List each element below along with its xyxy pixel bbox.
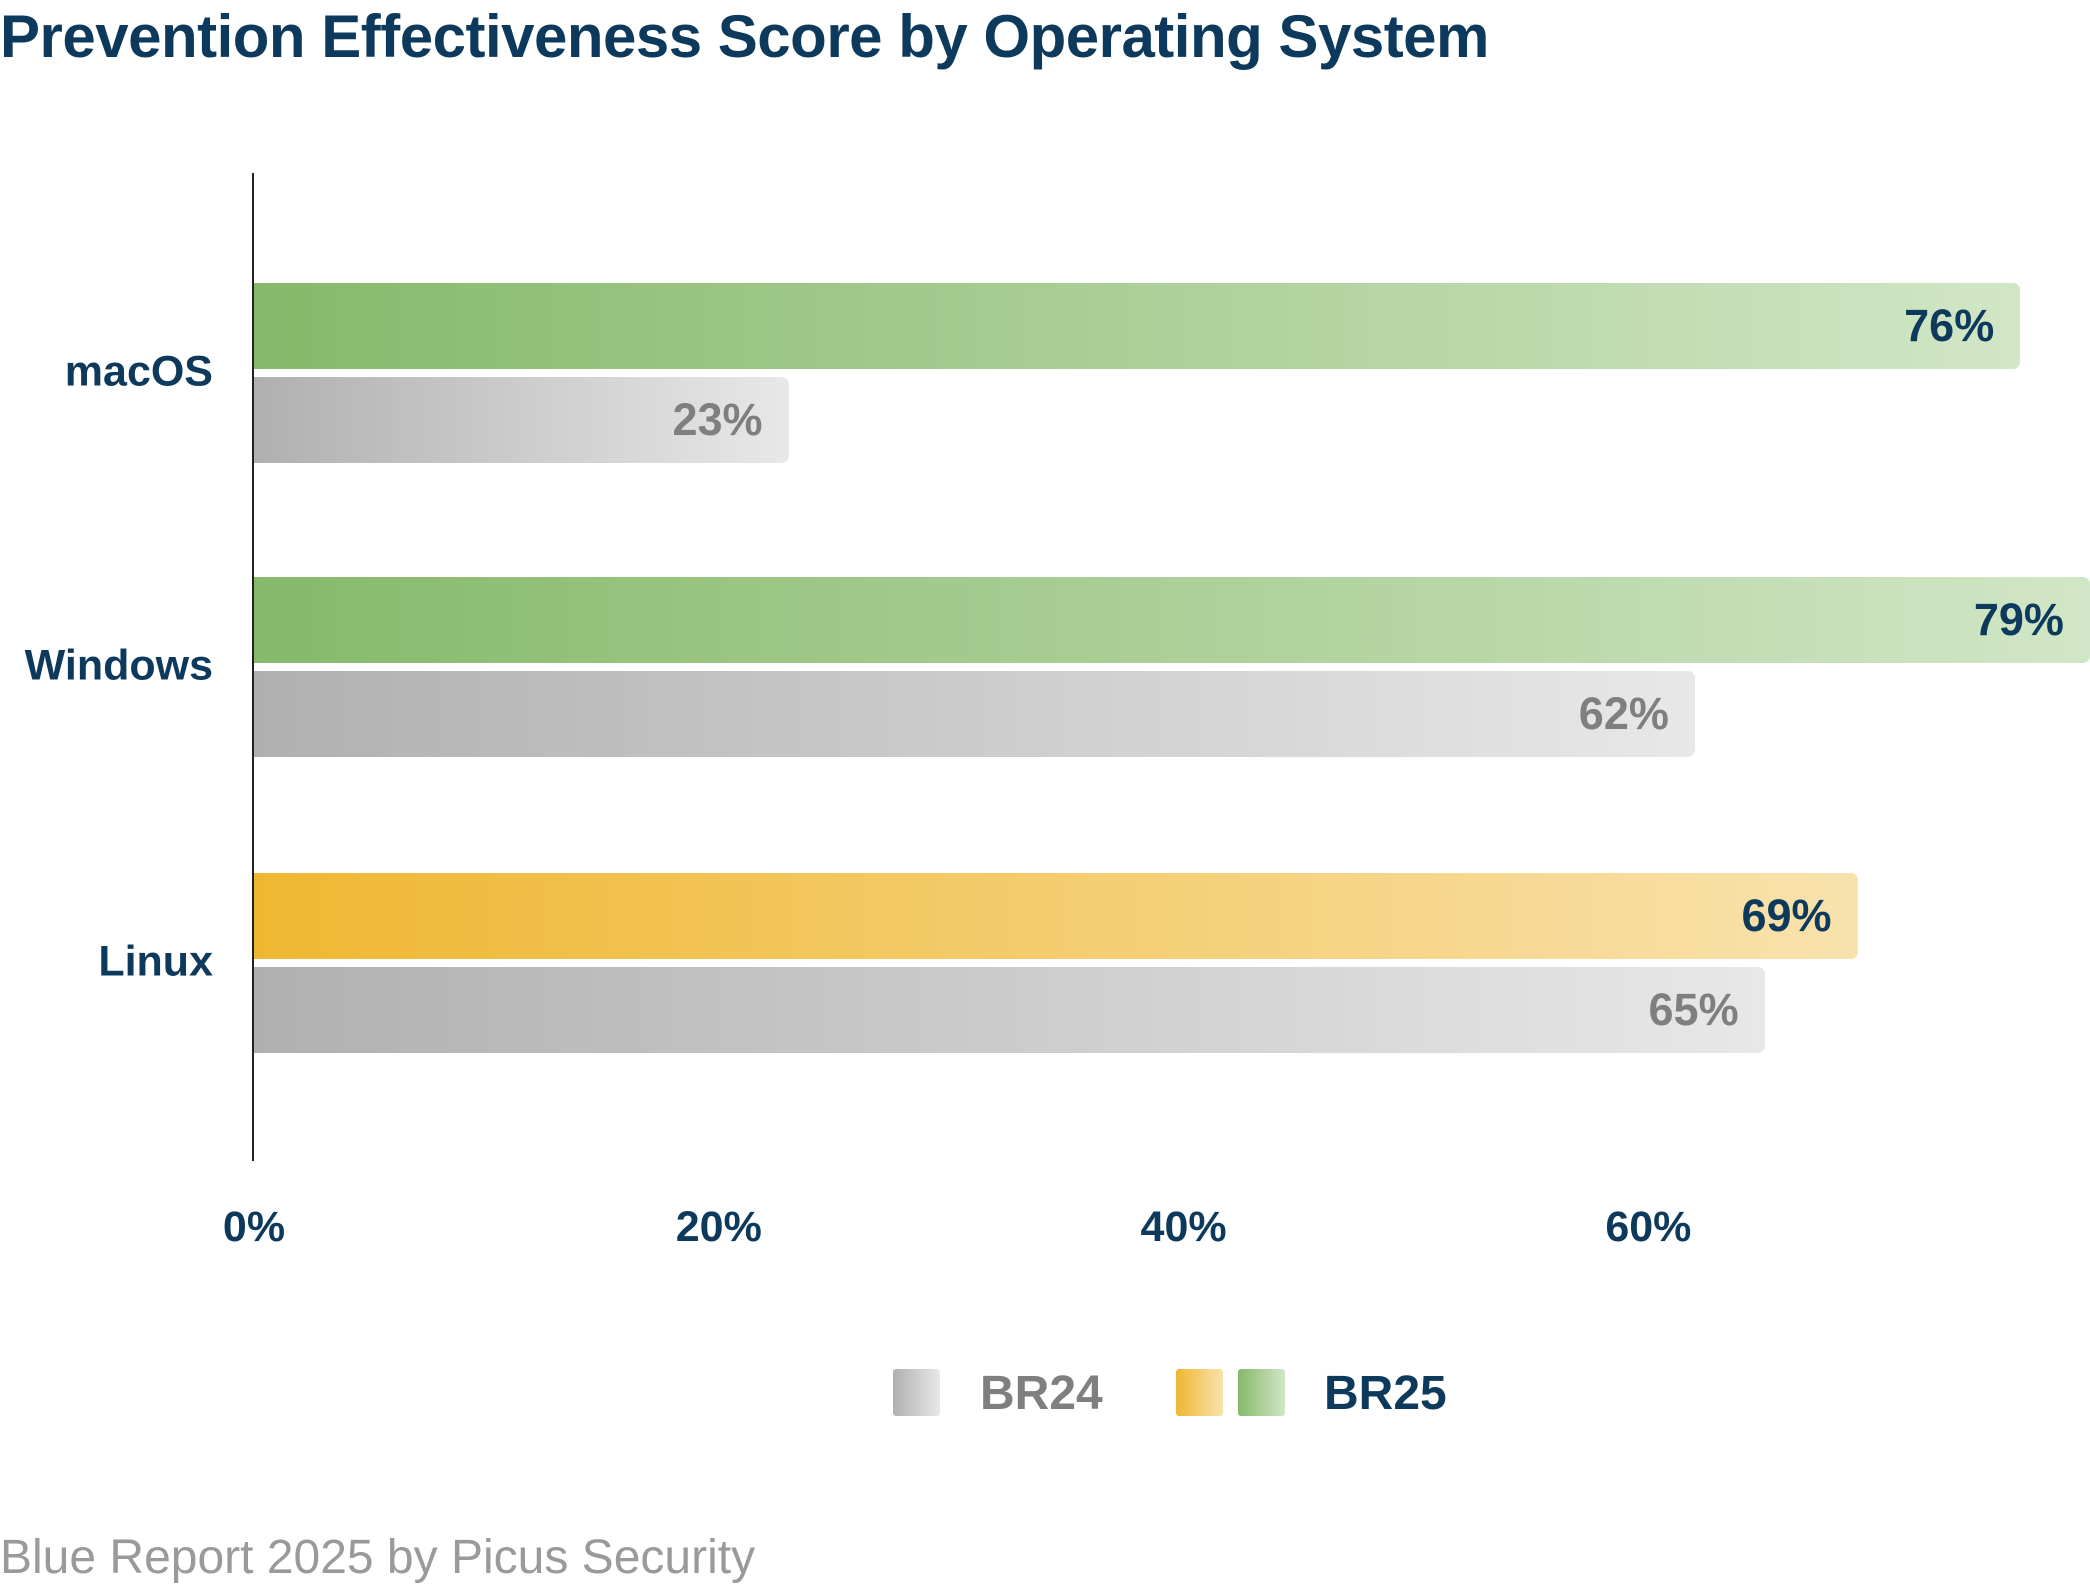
bar-br25-windows: 79% [254, 577, 2090, 663]
data-label: 62% [1578, 688, 1669, 739]
legend-label-br25: BR25 [1324, 1367, 1447, 1420]
chart-title: Prevention Effectiveness Score by Operat… [0, 3, 1489, 70]
category-label: macOS [64, 347, 213, 396]
data-label: 23% [672, 394, 763, 445]
data-label: 65% [1648, 984, 1739, 1035]
footer-source: Blue Report 2025 by Picus Security [0, 1531, 756, 1584]
x-tick-label: 40% [1140, 1203, 1227, 1251]
x-tick-label: 20% [675, 1203, 762, 1251]
bar-br25-macos: 76% [254, 283, 2021, 369]
legend-swatch-br25-green [1238, 1369, 1285, 1416]
category-label: Linux [98, 937, 213, 986]
data-label: 76% [1904, 300, 1995, 351]
x-tick-label: 60% [1605, 1203, 1692, 1251]
y-axis-line [252, 173, 254, 1161]
legend-label-br24: BR24 [980, 1367, 1103, 1420]
data-label: 69% [1741, 890, 1832, 941]
bar-br24-windows: 62% [254, 671, 1695, 757]
bar-br25-linux: 69% [254, 873, 1858, 959]
legend-swatch-br24 [893, 1369, 940, 1416]
category-label: Windows [24, 641, 213, 690]
bar-br24-macos: 23% [254, 377, 789, 463]
x-tick-label: 0% [222, 1203, 286, 1251]
legend-swatch-br25-yellow [1176, 1369, 1223, 1416]
bar-br24-linux: 65% [254, 967, 1765, 1053]
data-label: 79% [1973, 594, 2064, 645]
